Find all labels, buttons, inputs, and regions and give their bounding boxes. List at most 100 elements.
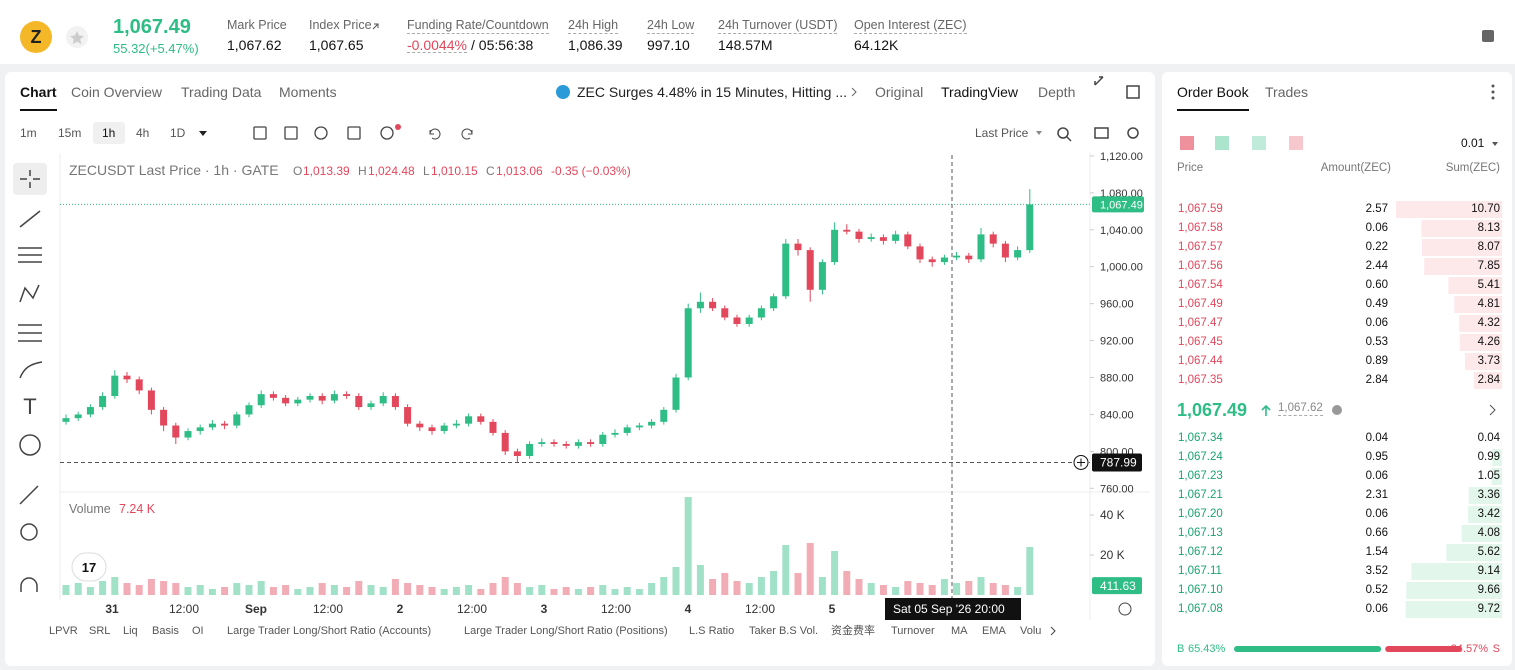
x-tick-label: 4 [685,602,692,616]
volume-bar [611,589,619,595]
depth-bar [1491,468,1502,485]
book-price: 1,067.45 [1178,336,1223,348]
candle-body [709,301,717,309]
crosshair-plus-sign [1077,458,1085,467]
indicator-tab: LPVR [49,625,78,637]
book-sum: 4.08 [1477,527,1500,539]
candle-body [831,229,839,263]
stat-label: 24h High [568,18,619,34]
undo [429,128,441,140]
brush-tool[interactable] [19,361,43,379]
volume-bar [904,581,912,595]
candle-body [306,395,314,400]
stat-value: -0.0044% [407,37,467,53]
volume-bar [147,579,155,595]
candle-body [635,425,643,428]
last-price: 1,067.49 [113,16,191,38]
book-sum: 8.13 [1477,222,1500,234]
star[interactable] [69,31,84,45]
depth-bar [1454,296,1502,313]
book-sum: 3.36 [1477,489,1500,501]
book-mode[interactable] [1252,136,1266,150]
stat-label: Mark Price [227,18,287,32]
ob-tab: Trades [1265,84,1309,100]
volume-bar [770,571,778,595]
book-mode[interactable] [1180,136,1194,150]
volume-bar [757,577,765,595]
mark-price: 1,067.62 [1278,402,1323,416]
lines-tool[interactable] [18,247,42,263]
volume-bar [465,585,473,595]
fib-tool[interactable] [18,324,42,342]
camera-icon[interactable] [1094,127,1109,139]
book-sum: 5.41 [1477,279,1500,291]
candle-body [86,407,94,415]
ohlc-value: 1,024.48 [368,164,415,178]
depth-bar [1473,372,1502,389]
volume-bar [526,587,534,595]
candle-body [574,442,582,446]
book-mode[interactable] [1215,136,1229,150]
candle-body [135,379,143,391]
book-mode[interactable] [1289,136,1303,150]
volume-bar [782,545,790,595]
volume-bar [574,589,582,595]
candle-body [196,427,204,432]
candle-body [294,399,302,404]
crosshair-label: 787.99 [1100,455,1137,469]
magnet-tool[interactable] [20,577,38,592]
volume-bar [196,585,204,595]
volume-bar [404,583,412,595]
volume-bar [221,587,229,595]
text-tool[interactable]: T [23,394,36,419]
volume-tag [1092,577,1142,595]
indicator-tab: L.S Ratio [689,625,735,637]
emoji-tool[interactable] [19,434,41,456]
col-head: Price [1177,162,1204,174]
depth-bar [1446,544,1502,561]
crosshair-tool[interactable] [20,170,40,188]
col-head: Sum(ZEC) [1445,162,1500,174]
candle-body [806,250,814,290]
chart-tab: Trading Data [181,84,262,100]
pattern-tool[interactable] [19,284,40,303]
stat-value: 1,067.62 [227,37,282,53]
book-amount: 3.52 [1365,565,1388,577]
candle-body [940,257,948,263]
book-sum: 1.05 [1477,470,1500,482]
notes-icon[interactable] [1482,30,1494,42]
book-price: 1,067.56 [1178,260,1223,272]
line-tool[interactable] [19,210,41,228]
volume-bar [86,587,94,595]
ohlc-value: 1,013.39 [303,164,350,178]
candle-body [416,423,424,428]
y-tick-label: 40 K [1100,508,1125,522]
volume-bar [965,581,973,595]
candle-body [99,395,107,408]
volume-bar [135,585,143,595]
y-tick-label: 920.00 [1100,336,1134,348]
ruler-tool[interactable] [19,485,39,505]
book-amount: 0.89 [1365,355,1388,367]
candle-body [989,234,997,244]
book-price: 1,067.23 [1178,470,1223,482]
candle-body [721,308,729,318]
stat-value: 997.10 [647,37,690,53]
alert-dot [395,124,401,130]
volume-bar [794,573,802,595]
expand-icon[interactable] [1095,77,1103,92]
volume-bar [928,585,936,595]
depth-bar [1492,449,1502,466]
window-icon[interactable] [1126,85,1140,99]
zoom-tool[interactable] [20,523,38,541]
volume-bar [99,581,107,595]
stat-value: 64.12K [854,37,899,53]
add-icon [380,126,394,140]
candle-body [452,423,460,426]
mark-icon [1332,405,1342,415]
candle-body [648,421,656,426]
volume-bar [477,589,485,595]
search-icon[interactable] [1057,127,1072,142]
settings-icon[interactable] [1127,127,1139,139]
